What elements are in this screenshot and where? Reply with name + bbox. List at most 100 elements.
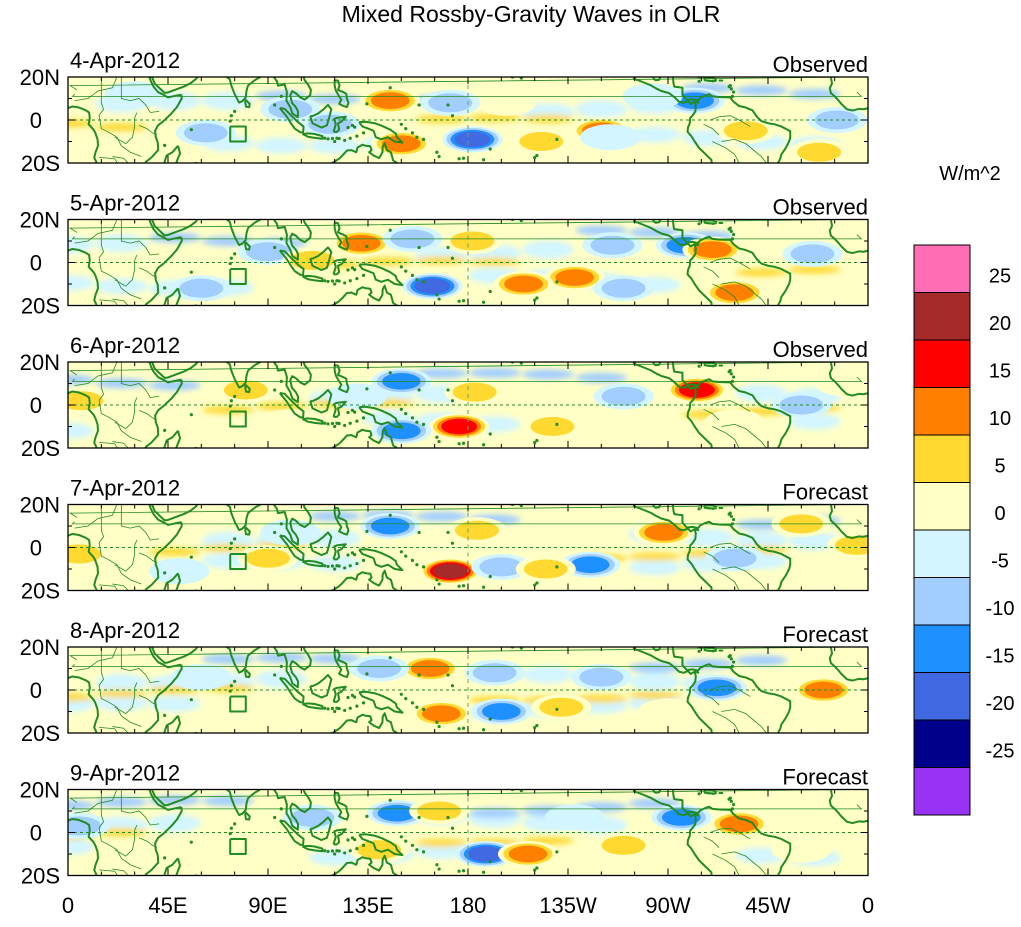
island [362, 844, 365, 847]
island [411, 844, 414, 847]
island [435, 436, 438, 439]
island [233, 537, 236, 540]
island [280, 237, 283, 240]
island [280, 380, 283, 383]
island [333, 567, 336, 570]
island [233, 822, 236, 825]
island [323, 279, 326, 282]
island [389, 229, 392, 232]
island [535, 581, 538, 584]
coastline [312, 358, 321, 360]
island [489, 147, 492, 150]
anomaly-band [522, 115, 574, 123]
island [343, 281, 346, 284]
island [190, 876, 193, 879]
island [731, 95, 734, 98]
island [518, 786, 521, 789]
island [273, 816, 276, 819]
island [343, 851, 346, 854]
island [346, 553, 349, 556]
island [400, 835, 403, 838]
island [728, 228, 731, 231]
island [731, 522, 734, 525]
island [190, 413, 193, 416]
y-tick-label: 20S [21, 864, 60, 889]
island [335, 849, 338, 852]
y-tick-label: 20S [21, 579, 60, 604]
island [163, 286, 166, 289]
anomaly-cell [602, 387, 646, 406]
coastline [312, 73, 321, 75]
coastline [719, 793, 723, 794]
anomaly-cell [771, 837, 831, 863]
island [323, 137, 326, 140]
island [728, 85, 731, 88]
island [353, 695, 356, 698]
island [365, 530, 368, 533]
island [233, 680, 236, 683]
olr-map [42, 643, 868, 738]
panel-date: 5-Apr-2012 [70, 191, 180, 216]
anomaly-cell [414, 278, 450, 294]
island [728, 370, 731, 373]
island [458, 585, 461, 588]
anomaly-band [415, 839, 467, 847]
island [404, 270, 407, 273]
x-tick-label: 135E [342, 893, 393, 918]
panel-status: Observed [773, 52, 868, 77]
x-tick-label: 45W [745, 893, 790, 918]
anomaly-cell [790, 244, 834, 263]
colorbar-label: -15 [986, 646, 1015, 668]
x-tick-label: 45E [148, 893, 187, 918]
island [230, 257, 233, 260]
island [438, 725, 441, 728]
colorbar-label: -20 [986, 693, 1015, 715]
island [280, 95, 283, 98]
olr-map [42, 358, 876, 453]
anomaly-cell [580, 124, 640, 150]
island [404, 697, 407, 700]
island [229, 547, 232, 550]
island [489, 290, 492, 293]
island [535, 296, 538, 299]
anomaly-cell [693, 241, 732, 258]
colorbar-label: 5 [994, 456, 1005, 478]
anomaly-cell [411, 660, 450, 677]
island [229, 404, 232, 407]
island [440, 735, 443, 738]
y-tick-label: 20N [20, 635, 60, 660]
island [230, 399, 233, 402]
island [353, 553, 356, 556]
panel-date: 8-Apr-2012 [70, 618, 180, 643]
olr-map [42, 785, 868, 880]
island [355, 847, 358, 850]
anomaly-band [95, 123, 147, 131]
island [555, 708, 558, 711]
island [389, 514, 392, 517]
island [555, 850, 558, 853]
island [404, 127, 407, 130]
island [335, 564, 338, 567]
island [190, 841, 193, 844]
island [415, 421, 418, 424]
island [438, 867, 441, 870]
island [732, 518, 735, 521]
island [400, 408, 403, 411]
x-tick-label: 135W [539, 893, 597, 918]
colorbar-label: -5 [991, 551, 1009, 573]
island [535, 724, 538, 727]
anomaly-cell [454, 132, 490, 148]
island [163, 571, 166, 574]
island [535, 439, 538, 442]
island [422, 565, 425, 568]
anomaly-cell [441, 419, 477, 435]
colorbar-label: 10 [989, 408, 1011, 430]
anomaly-cell [602, 279, 646, 298]
island [335, 137, 338, 140]
anomaly-cell [530, 417, 574, 436]
island [335, 707, 338, 710]
